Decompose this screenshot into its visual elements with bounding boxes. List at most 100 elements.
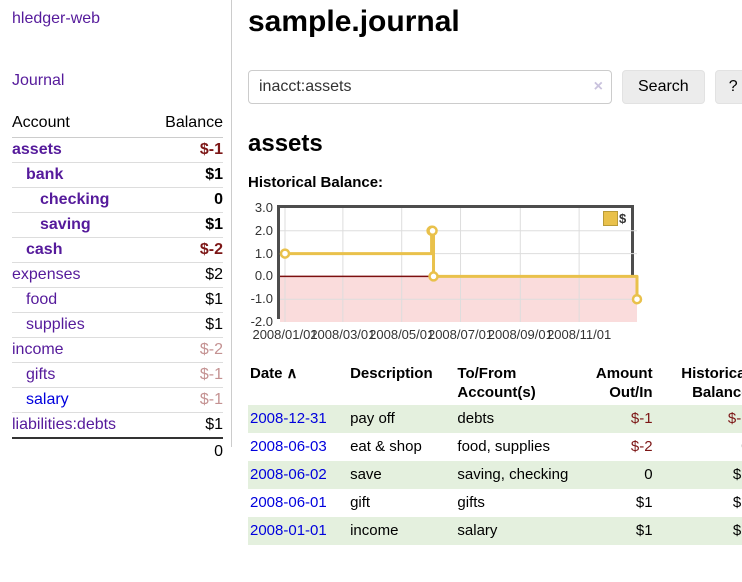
account-link-checking[interactable]: checking (40, 191, 110, 208)
account-row-assets: assets $-1 (12, 138, 223, 163)
account-balance: $-2 (147, 337, 223, 363)
legend-swatch-icon (603, 211, 618, 226)
account-link-gifts[interactable]: gifts (26, 366, 56, 383)
account-balance: $1 (147, 287, 223, 313)
account-row-income: income $-2 (12, 337, 223, 363)
chart-x-tick: 2008/11/01 (547, 327, 612, 342)
main-content: sample.journal × Search ? assets Histori… (232, 0, 742, 545)
chart-y-tick: -1.0 (250, 291, 273, 307)
sort-ascending-icon: ∧ (286, 365, 298, 382)
accounts-total-value: 0 (147, 437, 223, 465)
transaction-date-link[interactable]: 2008-12-31 (250, 410, 327, 427)
accounts-header-balance: Balance (147, 110, 223, 138)
transaction-accounts: salary (457, 522, 498, 539)
register-header-amount: Amount Out/In (595, 365, 653, 401)
account-row-gifts: gifts $-1 (12, 362, 223, 388)
account-row-checking: checking 0 (12, 187, 223, 213)
transaction-date-link[interactable]: 2008-01-01 (250, 522, 327, 539)
chart-y-tick: 1.0 (254, 245, 273, 261)
transaction-date-link[interactable]: 2008-06-02 (250, 466, 327, 483)
account-link-salary[interactable]: salary (26, 391, 69, 408)
accounts-table: Account Balance assets $-1 bank $1 check… (12, 110, 223, 465)
transaction-accounts: debts (457, 410, 495, 427)
clear-search-icon[interactable]: × (593, 78, 603, 95)
transaction-date-link[interactable]: 2008-06-01 (250, 494, 327, 511)
register-table: Date ∧ Description To/From Account(s) Amo… (248, 361, 742, 545)
app-title-link[interactable]: hledger-web (12, 10, 101, 27)
register-row: 2008-06-01 gift gifts $1 $2 (248, 489, 742, 517)
account-link-bank[interactable]: bank (26, 166, 64, 183)
search-button[interactable]: Search (622, 70, 705, 104)
account-balance: $-2 (147, 237, 223, 263)
balance-chart: 3.0 2.0 1.0 0.0 -1.0 -2.0 2008/01/01 2008/03/0… (248, 200, 742, 347)
nav-journal-link[interactable]: Journal (12, 72, 65, 89)
account-link-food[interactable]: food (26, 291, 58, 308)
account-link-income[interactable]: income (12, 341, 64, 358)
balance-chart-plot (277, 205, 643, 322)
chart-legend: $ (603, 211, 626, 226)
chart-x-tick: 2008/07/01 (427, 327, 494, 342)
transaction-balance: $2 (732, 494, 742, 511)
chart-x-tick: 2008/03/01 (310, 327, 376, 342)
account-balance: $-1 (147, 362, 223, 388)
account-balance: $1 (147, 412, 223, 438)
search-input[interactable] (248, 70, 612, 104)
register-header-accounts: To/From Account(s) (457, 365, 536, 401)
account-balance: $1 (147, 212, 223, 238)
register-row: 2008-12-31 pay off debts $-1 $-1 (248, 405, 742, 433)
chart-x-tick: 2008/09/01 (487, 327, 553, 342)
chart-x-tick: 2008/05/01 (369, 327, 435, 342)
account-link-liabilities-debts[interactable]: liabilities:debts (12, 416, 117, 433)
account-link-expenses[interactable]: expenses (12, 266, 81, 283)
transaction-date-link[interactable]: 2008-06-03 (250, 438, 327, 455)
account-row-expenses: expenses $2 (12, 262, 223, 288)
transaction-amount: 0 (644, 466, 653, 483)
account-heading: assets (248, 130, 323, 157)
page-title: sample.journal (248, 5, 460, 38)
transaction-balance: 0 (655, 433, 742, 461)
account-link-saving[interactable]: saving (40, 216, 91, 233)
account-row-salary: salary $-1 (12, 387, 223, 413)
register-row: 2008-06-02 save saving, checking 0 $2 (248, 461, 742, 489)
account-row-food: food $1 (12, 287, 223, 313)
chart-y-tick: 0.0 (254, 268, 273, 284)
account-balance: $2 (147, 262, 223, 288)
account-balance: $1 (147, 312, 223, 338)
account-row-bank: bank $1 (12, 162, 223, 188)
account-link-assets[interactable]: assets (12, 141, 62, 158)
search-help-button[interactable]: ? (714, 70, 742, 104)
search-bar: × Search ? (248, 70, 742, 104)
chart-y-tick: 2.0 (254, 222, 273, 238)
transaction-accounts: food, supplies (457, 438, 550, 455)
transaction-amount: $1 (635, 494, 653, 511)
register-header-date[interactable]: Date ∧ (250, 365, 298, 382)
sidebar: hledger-web Journal Account Balance asse… (0, 0, 232, 465)
transaction-amount: $1 (635, 522, 653, 539)
transaction-accounts: saving, checking (457, 466, 569, 483)
register-header-row: Date ∧ Description To/From Account(s) Amo… (248, 361, 742, 405)
chart-y-tick: -2.0 (250, 314, 273, 329)
register-header-description: Description (350, 365, 433, 382)
account-balance: 0 (147, 187, 223, 213)
chart-y-tick: 3.0 (254, 200, 273, 215)
transaction-balance: $2 (732, 466, 742, 483)
register-row: 2008-01-01 income salary $1 $1 (248, 517, 742, 545)
account-row-supplies: supplies $1 (12, 312, 223, 338)
transaction-amount: $-1 (630, 410, 653, 427)
chart-x-tick: 2008/01/01 (252, 327, 318, 342)
account-row-saving: saving $1 (12, 212, 223, 238)
account-link-supplies[interactable]: supplies (26, 316, 85, 333)
app-window: hledger-web Journal Account Balance asse… (0, 0, 742, 545)
transaction-description: gift (350, 494, 371, 511)
account-link-cash[interactable]: cash (26, 241, 63, 258)
account-balance: $-1 (199, 141, 223, 158)
register-row: 2008-06-03 eat & shop food, supplies $-2… (248, 433, 742, 461)
transaction-description: save (350, 466, 382, 483)
transaction-description: eat & shop (350, 438, 422, 455)
chart-title: Historical Balance: (248, 174, 384, 191)
legend-label: $ (619, 211, 627, 226)
account-balance: $1 (147, 162, 223, 188)
transaction-balance: $-1 (727, 410, 742, 427)
transaction-balance: $1 (732, 522, 742, 539)
accounts-total-row: 0 (12, 437, 223, 465)
